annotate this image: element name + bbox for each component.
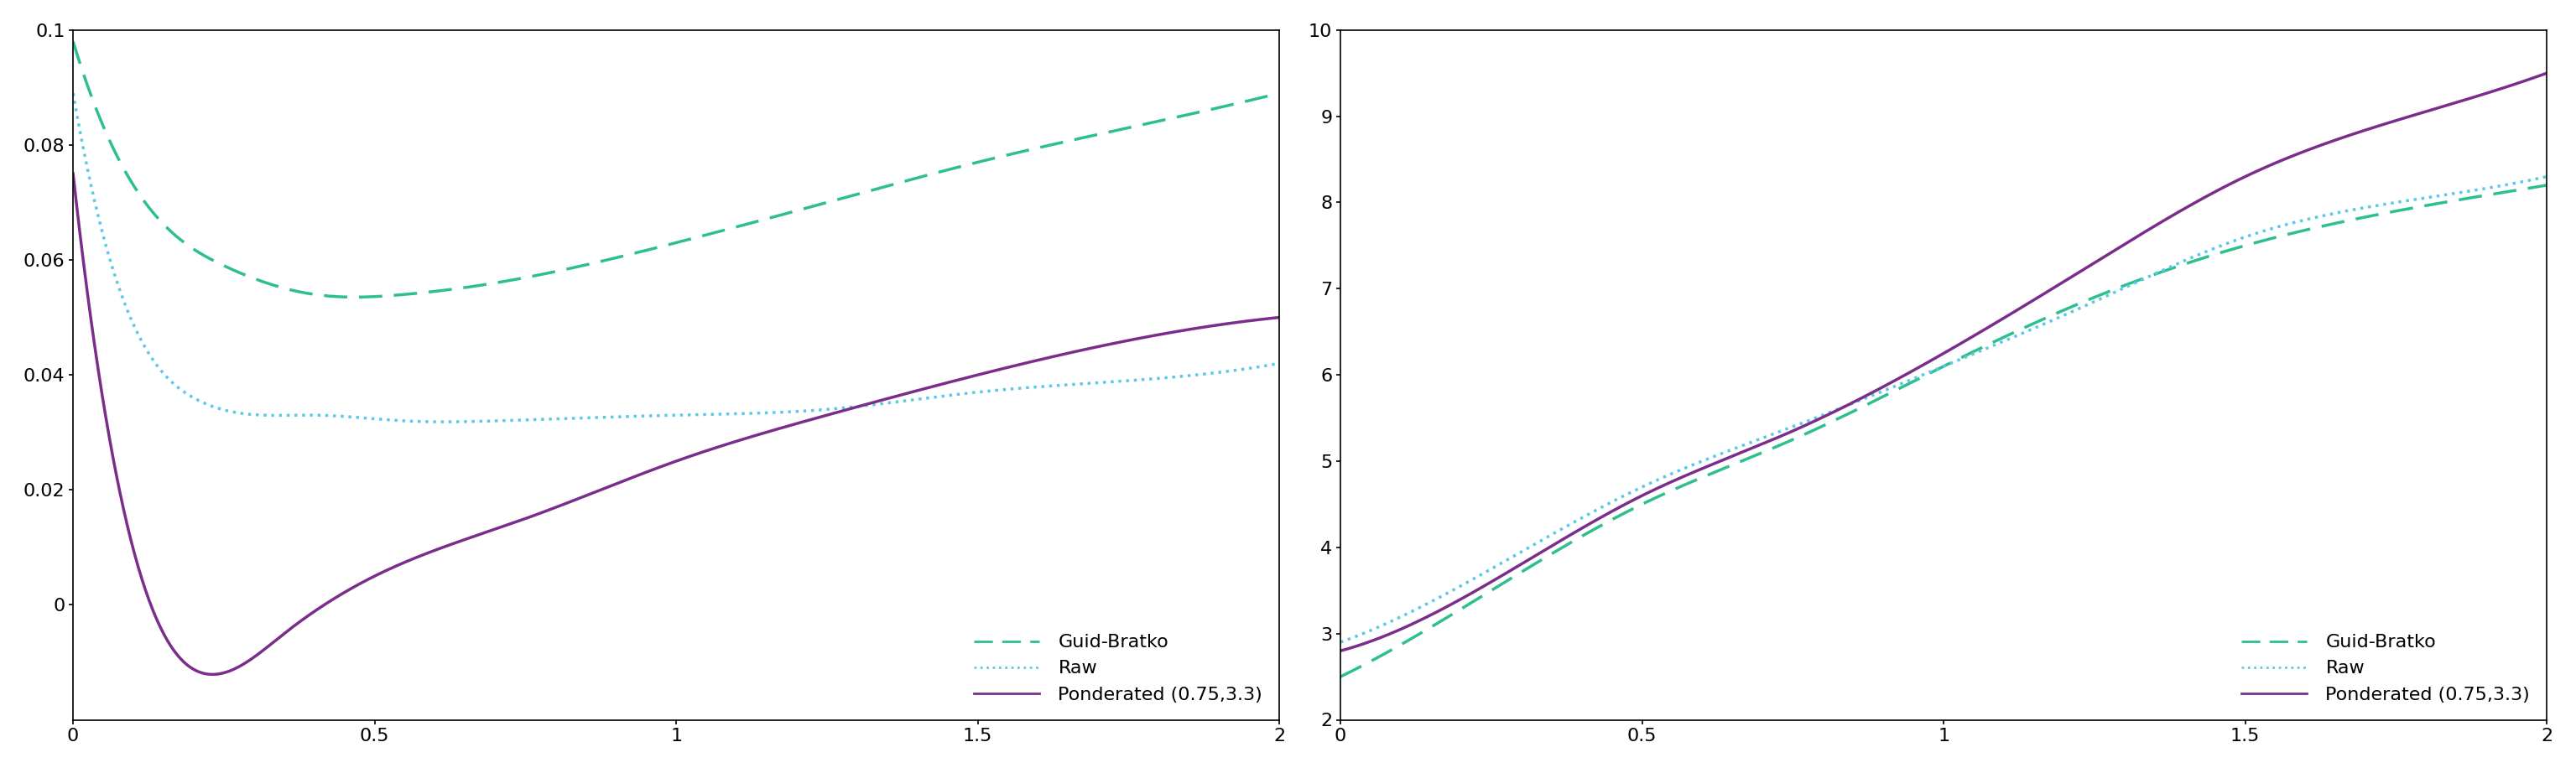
Ponderated (0.75,3.3) xyxy=(180,666,211,675)
Line: Ponderated (0.75,3.3): Ponderated (0.75,3.3) xyxy=(72,174,1280,674)
Raw xyxy=(57,88,88,98)
Guid-Bratko xyxy=(1020,144,1051,153)
Ponderated (0.75,3.3) xyxy=(1265,313,1296,322)
Raw xyxy=(1448,580,1479,589)
Guid-Bratko xyxy=(1857,398,1888,407)
Line: Guid-Bratko: Guid-Bratko xyxy=(72,41,1280,297)
Guid-Bratko xyxy=(1814,419,1844,428)
Ponderated (0.75,3.3) xyxy=(196,670,227,679)
Ponderated (0.75,3.3) xyxy=(1020,356,1051,365)
Raw xyxy=(1814,409,1844,418)
Guid-Bratko xyxy=(180,247,211,256)
Raw xyxy=(1020,382,1051,392)
Ponderated (0.75,3.3) xyxy=(1857,388,1888,397)
Guid-Bratko xyxy=(1265,88,1296,98)
Raw xyxy=(428,417,459,426)
Raw xyxy=(2287,216,2318,225)
Legend: Guid-Bratko, Raw, Ponderated (0.75,3.3): Guid-Bratko, Raw, Ponderated (0.75,3.3) xyxy=(2233,627,2537,710)
Ponderated (0.75,3.3) xyxy=(2154,213,2184,222)
Ponderated (0.75,3.3) xyxy=(546,500,577,509)
Guid-Bratko xyxy=(2154,265,2184,274)
Guid-Bratko xyxy=(886,177,917,187)
Guid-Bratko xyxy=(2267,231,2298,240)
Guid-Bratko xyxy=(999,149,1030,158)
Guid-Bratko xyxy=(1448,603,1479,612)
Ponderated (0.75,3.3) xyxy=(999,361,1030,370)
Ponderated (0.75,3.3) xyxy=(1814,410,1844,419)
Guid-Bratko xyxy=(57,37,88,46)
Ponderated (0.75,3.3) xyxy=(590,483,621,492)
Ponderated (0.75,3.3) xyxy=(1324,646,1355,655)
Raw xyxy=(2154,263,2184,272)
Guid-Bratko xyxy=(1324,672,1355,681)
Line: Raw: Raw xyxy=(72,93,1280,422)
Raw xyxy=(1857,391,1888,400)
Guid-Bratko xyxy=(546,266,577,275)
Ponderated (0.75,3.3) xyxy=(2287,147,2318,157)
Ponderated (0.75,3.3) xyxy=(57,169,88,178)
Raw xyxy=(886,396,917,406)
Line: Raw: Raw xyxy=(1340,177,2548,642)
Raw xyxy=(2267,221,2298,230)
Line: Ponderated (0.75,3.3): Ponderated (0.75,3.3) xyxy=(1340,73,2548,650)
Raw xyxy=(1324,637,1355,647)
Legend: Guid-Bratko, Raw, Ponderated (0.75,3.3): Guid-Bratko, Raw, Ponderated (0.75,3.3) xyxy=(966,627,1270,710)
Guid-Bratko xyxy=(2287,226,2318,235)
Raw xyxy=(180,395,211,404)
Ponderated (0.75,3.3) xyxy=(1448,593,1479,602)
Guid-Bratko xyxy=(2532,180,2563,190)
Ponderated (0.75,3.3) xyxy=(886,390,917,399)
Guid-Bratko xyxy=(340,293,371,302)
Ponderated (0.75,3.3) xyxy=(2267,156,2298,165)
Ponderated (0.75,3.3) xyxy=(2532,68,2563,78)
Raw xyxy=(546,414,577,423)
Raw xyxy=(2532,172,2563,181)
Raw xyxy=(999,384,1030,393)
Line: Guid-Bratko: Guid-Bratko xyxy=(1340,185,2548,677)
Raw xyxy=(590,412,621,422)
Raw xyxy=(1265,359,1296,368)
Guid-Bratko xyxy=(590,256,621,265)
